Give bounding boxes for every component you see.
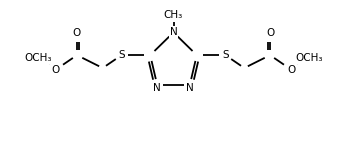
Text: O: O: [51, 65, 59, 75]
Text: CH₃: CH₃: [164, 10, 183, 20]
Text: O: O: [266, 28, 274, 38]
Text: S: S: [118, 50, 125, 60]
Text: O: O: [73, 28, 81, 38]
Text: O: O: [288, 65, 296, 75]
Text: S: S: [222, 50, 229, 60]
Text: N: N: [170, 27, 177, 37]
Text: N: N: [153, 83, 161, 93]
Text: OCH₃: OCH₃: [295, 53, 322, 63]
Text: N: N: [186, 83, 194, 93]
Text: OCH₃: OCH₃: [25, 53, 52, 63]
